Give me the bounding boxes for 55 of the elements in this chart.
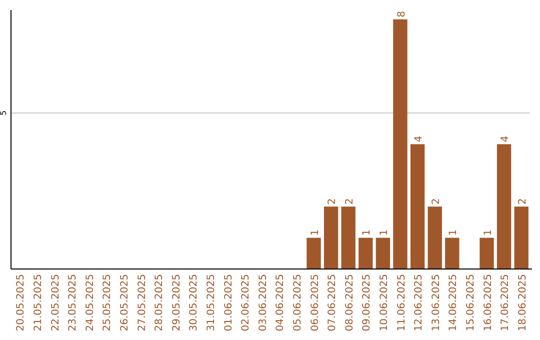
x-tick-label: 01.06.2025 <box>223 274 234 332</box>
x-tick-label: 18.06.2025 <box>517 274 528 332</box>
bar <box>341 206 356 269</box>
x-tick-label: 22.05.2025 <box>50 274 62 332</box>
bar <box>410 144 425 269</box>
x-tick-label: 25.05.2025 <box>102 274 114 332</box>
data-label: 1 <box>310 229 321 236</box>
x-tick-label: 03.06.2025 <box>258 274 269 332</box>
x-tick-label: 11.06.2025 <box>396 274 408 332</box>
x-tick-label: 06.06.2025 <box>310 274 321 332</box>
data-label: 8 <box>396 10 408 18</box>
x-tick-label: 20.05.2025 <box>16 274 27 332</box>
x-tick-label: 23.05.2025 <box>68 274 79 332</box>
bar <box>393 19 408 269</box>
x-tick-label: 28.05.2025 <box>154 274 166 332</box>
data-label: 4 <box>500 136 512 142</box>
x-tick-label: 30.05.2025 <box>188 274 200 332</box>
bar <box>428 206 442 269</box>
bar <box>480 238 494 269</box>
data-label: 2 <box>430 198 442 205</box>
x-tick-label: 24.05.2025 <box>84 274 96 332</box>
x-tick-label: 04.06.2025 <box>275 274 286 332</box>
data-label: 1 <box>362 229 373 236</box>
x-tick-label: 27.05.2025 <box>136 274 148 332</box>
x-tick-label: 07.06.2025 <box>327 274 338 332</box>
x-tick-label: 17.06.2025 <box>500 274 512 332</box>
ref-line-label: 5 <box>0 110 8 116</box>
bar <box>514 206 528 269</box>
x-tick-label: 12.06.2025 <box>414 274 425 332</box>
data-label: 1 <box>448 229 460 236</box>
bar <box>306 238 321 269</box>
x-tick-label: 31.05.2025 <box>206 274 217 332</box>
data-label: 2 <box>327 198 338 205</box>
bar <box>358 238 373 269</box>
data-label: 2 <box>344 198 356 205</box>
data-label: 4 <box>414 136 425 142</box>
x-tick-label: 08.06.2025 <box>344 274 356 332</box>
x-tick-label: 21.05.2025 <box>32 274 44 332</box>
x-tick-label: 29.05.2025 <box>171 274 182 332</box>
data-label: 2 <box>517 198 528 205</box>
data-label: 1 <box>482 229 494 236</box>
x-tick-label: 10.06.2025 <box>378 274 390 332</box>
x-tick-label: 09.06.2025 <box>362 274 373 332</box>
data-label: 1 <box>378 229 390 236</box>
bar <box>496 144 512 269</box>
x-tick-label: 05.06.2025 <box>292 274 304 332</box>
x-tick-label: 16.06.2025 <box>482 274 494 332</box>
bar <box>324 206 338 269</box>
x-tick-label: 26.05.2025 <box>119 274 130 332</box>
x-tick-label: 02.06.2025 <box>240 274 252 332</box>
x-tick-label: 14.06.2025 <box>448 274 460 332</box>
bar <box>445 238 460 269</box>
bar <box>376 238 390 269</box>
x-tick-label: 15.06.2025 <box>465 274 476 332</box>
x-tick-label: 13.06.2025 <box>430 274 442 332</box>
